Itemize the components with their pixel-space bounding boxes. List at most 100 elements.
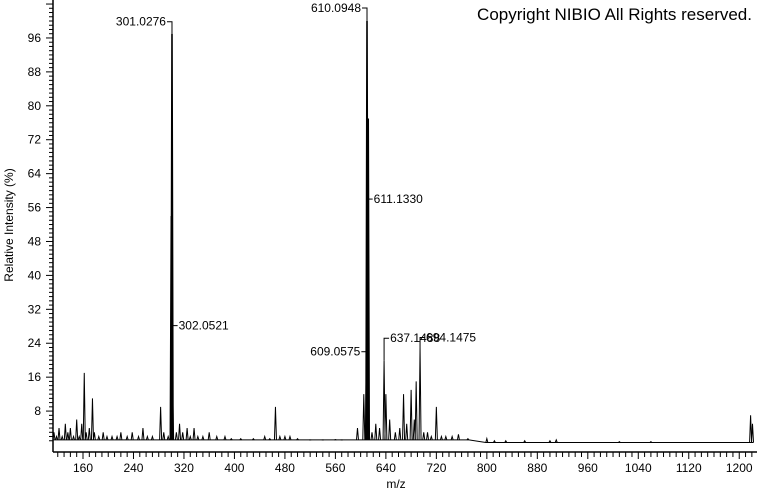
spectrum-peak — [554, 438, 558, 443]
spectrum-peak — [174, 432, 178, 440]
spectrum-peak — [393, 432, 397, 440]
spectrum-peak — [115, 434, 119, 441]
y-tick-label: 24 — [28, 336, 42, 350]
spectrum-peak — [68, 427, 72, 440]
x-tick-label: 640 — [376, 461, 396, 475]
spectrum-peak — [137, 434, 141, 441]
spectrum-peak — [72, 434, 76, 441]
spectrum-peak — [384, 394, 388, 440]
spectrum-peak — [366, 118, 371, 440]
peak-label: 610.0948 — [311, 1, 368, 21]
spectrum-peak — [362, 394, 366, 440]
peak-label-text: 610.0948 — [311, 1, 361, 15]
spectrum-peak — [398, 427, 402, 440]
x-tick-label: 880 — [527, 461, 547, 475]
x-tick-label: 960 — [578, 461, 598, 475]
spectrum-peak — [278, 434, 282, 441]
spectrum-peak — [63, 423, 67, 440]
spectrum-peak — [402, 394, 406, 440]
spectrum-peak — [150, 434, 154, 441]
x-tick-label: 160 — [73, 461, 93, 475]
spectrum-peak — [504, 439, 508, 443]
spectrum-peak — [414, 381, 418, 440]
peak-label-leader — [383, 337, 390, 361]
spectrum-peak — [283, 434, 287, 441]
x-tick-label: 1040 — [625, 461, 652, 475]
spectrum-peak — [57, 427, 61, 440]
spectrum-peak — [439, 434, 443, 441]
spectrum-peak — [101, 432, 105, 440]
peak-label-text: 611.1330 — [374, 192, 423, 206]
y-tick-label: 8 — [34, 404, 41, 418]
peak-label: 637.1488 — [383, 331, 440, 361]
spectrum-peak — [485, 436, 489, 443]
spectrum-peak — [418, 347, 422, 440]
spectrum-peak — [370, 432, 374, 440]
spectrum-peak — [374, 423, 378, 440]
spectrum-peak — [87, 427, 91, 440]
spectrum-peak — [162, 432, 166, 440]
x-tick-label: 800 — [477, 461, 497, 475]
spectrum-peak — [145, 434, 149, 441]
peak-label: 302.0521 — [172, 319, 229, 386]
spectrum-peak — [251, 437, 255, 441]
y-tick-label: 72 — [28, 133, 42, 147]
y-tick-label: 16 — [28, 370, 42, 384]
spectrum-baseline — [52, 439, 754, 443]
spectrum-peak — [409, 389, 413, 440]
x-axis-label: m/z — [386, 477, 405, 491]
peak-label-leader — [166, 21, 173, 34]
spectrum-peak — [456, 434, 460, 441]
spectrum-peak — [229, 437, 233, 441]
y-axis-label: Relative Intensity (%) — [2, 168, 16, 281]
spectrum-peak — [92, 432, 96, 440]
spectrum-peak — [130, 432, 134, 440]
spectrum-peak — [166, 434, 170, 441]
spectrum-peak — [52, 432, 56, 440]
spectrum-peak — [273, 406, 277, 440]
spectrum-peak — [523, 439, 527, 443]
copyright-text: Copyright NIBIO All Rights reserved. — [477, 5, 752, 24]
peak-label-text: 694.1475 — [426, 330, 476, 344]
x-tick-label: 240 — [123, 461, 143, 475]
peak-label-leader — [362, 7, 368, 21]
spectrum-peak — [388, 419, 392, 440]
spectrum-peak — [750, 423, 754, 443]
peak-label-text: 302.0521 — [179, 319, 229, 333]
spectrum-peak — [215, 434, 219, 441]
spectrum-peak — [434, 406, 438, 440]
spectrum-trace — [52, 20, 754, 443]
spectrum-peak — [77, 434, 81, 441]
peak-label-leader — [419, 336, 426, 348]
spectrum-peak — [97, 434, 101, 441]
spectrum-peak — [80, 423, 84, 440]
spectrum-peak — [548, 439, 552, 443]
spectrum-peak — [444, 434, 448, 441]
peak-annotations: 301.0276 302.0521 610.0948 611.1330 609.0575… — [116, 1, 476, 386]
spectrum-peak — [192, 427, 196, 440]
spectrum-peak — [207, 432, 211, 440]
spectrum-peak — [405, 423, 409, 440]
peak-label: 609.0575 — [310, 345, 367, 359]
peak-label-text: 609.0575 — [310, 345, 360, 359]
peak-label: 611.1330 — [367, 192, 423, 206]
x-tick-label: 720 — [426, 461, 446, 475]
spectrum-peak — [119, 432, 123, 440]
spectrum-peak — [378, 427, 382, 440]
spectrum-peak — [422, 432, 426, 440]
spectrum-peak — [110, 434, 114, 441]
spectrum-peak — [239, 437, 243, 441]
peak-label-text: 301.0276 — [116, 15, 166, 29]
spectrum-peak — [188, 434, 192, 441]
spectrum-peak — [196, 434, 200, 441]
spectrum-peak — [429, 434, 433, 441]
x-tick-label: 1120 — [676, 461, 702, 475]
x-tick-label: 480 — [275, 461, 295, 475]
spectrum-peak — [84, 432, 88, 440]
axes: 8 16 24 32 40 48 56 64 72 80 88 96 160 240 320 400 480 56… — [28, 0, 757, 475]
spectrum-peak — [201, 434, 205, 441]
y-tick-label: 40 — [28, 268, 42, 282]
spectrum-peak — [649, 440, 653, 443]
spectrum-peak — [181, 432, 185, 440]
